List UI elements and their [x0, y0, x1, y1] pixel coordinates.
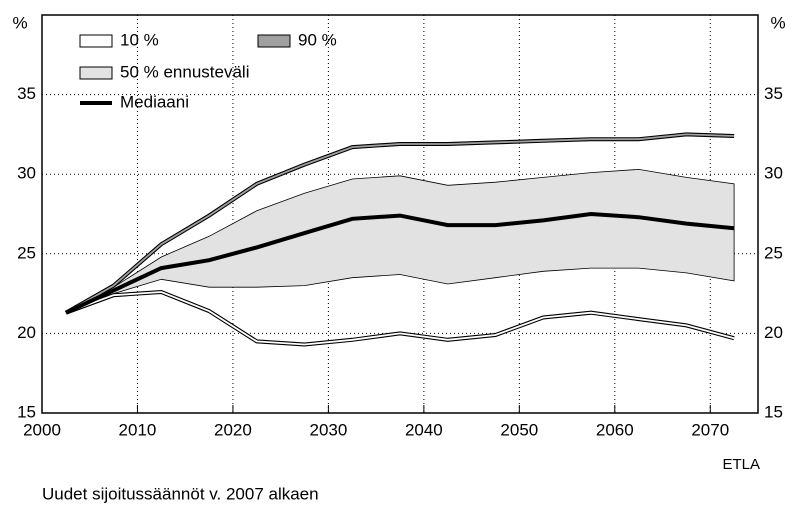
- footnote: Uudet sijoitussäännöt v. 2007 alkaen: [42, 484, 319, 503]
- y-tick-label: 15: [17, 402, 36, 421]
- legend-label: 10 %: [120, 30, 159, 49]
- y-tick-label-right: 30: [764, 164, 783, 183]
- plot-frame: [41, 14, 759, 414]
- y-tick-label-right: 35: [764, 84, 783, 103]
- x-tick-label: 2030: [309, 420, 347, 439]
- y-tick-label-right: 25: [764, 243, 783, 262]
- x-tick-label: 2070: [691, 420, 729, 439]
- x-tick-label: 2000: [23, 420, 61, 439]
- line: [65, 133, 735, 314]
- x-tick-label: 2040: [405, 420, 443, 439]
- y-tick-label: 30: [17, 164, 36, 183]
- line: [65, 291, 735, 346]
- source: ETLA: [722, 456, 760, 473]
- legend-label: 90 %: [298, 30, 337, 49]
- y-tick-label-right: 15: [764, 402, 783, 421]
- legend-swatch: [257, 34, 291, 48]
- y-tick-label-right: 20: [764, 323, 783, 342]
- x-tick-label: 2020: [214, 420, 252, 439]
- y-unit-left: %: [12, 13, 27, 32]
- legend-label: Mediaani: [120, 92, 189, 111]
- x-tick-label: 2010: [119, 420, 157, 439]
- legend-swatch: [79, 34, 113, 48]
- y-tick-label: 35: [17, 84, 36, 103]
- x-tick-label: 2060: [596, 420, 634, 439]
- legend-swatch: [79, 66, 113, 80]
- legend-label: 50 % ennusteväli: [120, 62, 249, 81]
- y-tick-label: 25: [17, 243, 36, 262]
- band: [65, 168, 735, 314]
- y-unit-right: %: [770, 13, 785, 32]
- x-tick-label: 2050: [500, 420, 538, 439]
- line: [65, 211, 735, 315]
- y-tick-label: 20: [17, 323, 36, 342]
